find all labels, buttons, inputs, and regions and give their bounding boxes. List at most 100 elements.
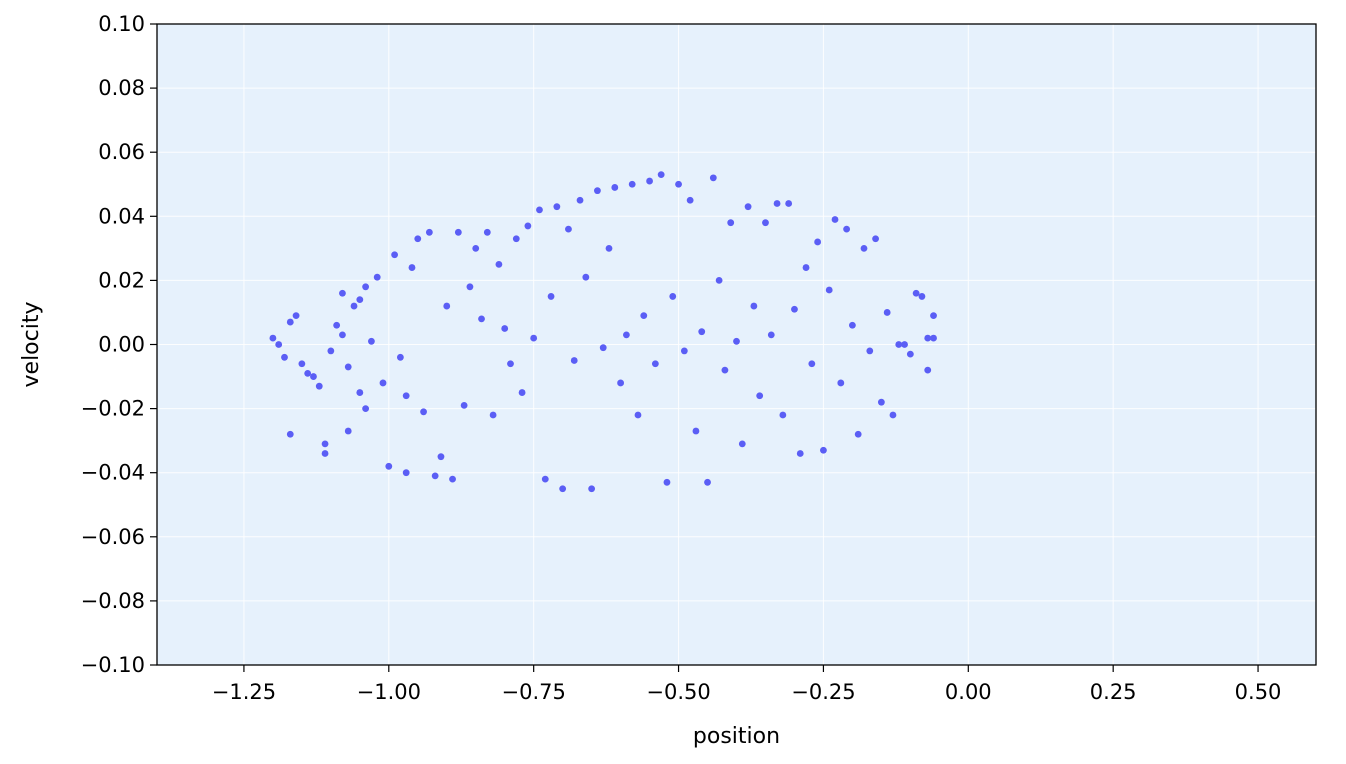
scatter-point (622, 331, 630, 339)
scatter-point (605, 244, 613, 252)
scatter-point (779, 411, 787, 419)
y-tick-label: −0.02 (81, 397, 145, 421)
scatter-point (315, 382, 323, 390)
scatter-point (924, 334, 932, 342)
scatter-point (356, 389, 364, 396)
scatter-point (831, 216, 839, 223)
scatter-point (918, 293, 926, 300)
scatter-point (431, 472, 439, 480)
scatter-point (617, 379, 624, 387)
scatter-point (478, 315, 485, 323)
scatter-point (547, 293, 555, 300)
scatter-point (791, 305, 798, 313)
scatter-point (808, 360, 816, 368)
scatter-point (483, 228, 491, 236)
scatter-point (651, 360, 659, 368)
scatter-point (344, 363, 352, 371)
y-tick-label: 0.10 (98, 12, 145, 36)
scatter-point (715, 277, 723, 284)
scatter-point (275, 341, 283, 348)
y-tick-label: 0.00 (98, 333, 145, 357)
scatter-point (292, 312, 300, 320)
x-tick-label: −0.50 (646, 680, 710, 704)
scatter-point (686, 196, 694, 204)
x-tick-label: −0.75 (501, 680, 565, 704)
scatter-point (860, 244, 868, 252)
scatter-point (582, 273, 590, 281)
scatter-point (825, 286, 833, 294)
scatter-point (837, 379, 845, 387)
scatter-point (820, 446, 827, 454)
scatter-point (454, 228, 462, 236)
scatter-point (576, 196, 584, 204)
scatter-point (356, 296, 364, 304)
scatter-point (924, 366, 932, 374)
scatter-point (611, 184, 619, 191)
scatter-point (362, 283, 370, 291)
scatter-point (414, 235, 422, 243)
scatter-point (680, 347, 688, 355)
scatter-point (339, 331, 346, 339)
scatter-point (408, 264, 416, 271)
y-tick-label: −0.08 (81, 589, 145, 613)
scatter-point (802, 264, 810, 271)
scatter-point (489, 411, 497, 419)
scatter-point (385, 462, 393, 470)
scatter-point (704, 478, 711, 486)
scatter-point (709, 174, 717, 182)
scatter-point (930, 312, 937, 320)
y-axis-label: velocity (19, 302, 44, 388)
scatter-point (495, 260, 503, 268)
scatter-point (420, 408, 427, 416)
scatter-point (669, 293, 677, 300)
scatter-point (344, 427, 352, 435)
scatter-point (269, 334, 277, 342)
scatter-point (906, 350, 914, 358)
scatter-point (767, 331, 775, 339)
scatter-point (443, 302, 451, 310)
scatter-point (872, 235, 879, 243)
scatter-point (286, 318, 294, 326)
scatter-point (785, 200, 793, 207)
scatter-point (750, 302, 758, 310)
scatter-point (310, 373, 317, 380)
scatter-point (379, 379, 387, 387)
scatter-point (599, 344, 607, 352)
y-tick-label: 0.08 (98, 76, 145, 100)
y-tick-label: −0.06 (81, 525, 145, 549)
scatter-point (541, 475, 549, 483)
scatter-point (843, 225, 851, 233)
x-tick-label: 0.00 (945, 680, 992, 704)
scatter-point (721, 366, 729, 374)
scatter-point (570, 357, 578, 364)
scatter-point (304, 369, 312, 377)
scatter-point (588, 485, 596, 493)
scatter-point (524, 222, 532, 230)
scatter-point (646, 177, 653, 185)
x-tick-label: −0.25 (791, 680, 855, 704)
scatter-point (692, 427, 700, 435)
y-tick-label: −0.04 (81, 461, 145, 485)
scatter-point (634, 411, 642, 419)
x-tick-label: 0.25 (1090, 680, 1137, 704)
scatter-point (640, 312, 648, 320)
scatter-point (327, 347, 335, 355)
scatter-point (854, 430, 862, 438)
scatter-point (333, 321, 341, 329)
scatter-point (756, 392, 764, 400)
scatter-point (895, 341, 903, 348)
scatter-point (402, 392, 410, 400)
x-tick-label: 0.50 (1235, 680, 1282, 704)
scatter-point (553, 203, 561, 211)
scatter-point (675, 180, 682, 188)
scatter-point (368, 337, 375, 345)
data-points (269, 171, 937, 493)
scatter-point (733, 337, 740, 345)
scatter-point (391, 251, 398, 259)
scatter-point (901, 341, 908, 348)
scatter-point (773, 200, 781, 207)
y-tick-label: 0.06 (98, 140, 145, 164)
scatter-point (727, 219, 735, 227)
